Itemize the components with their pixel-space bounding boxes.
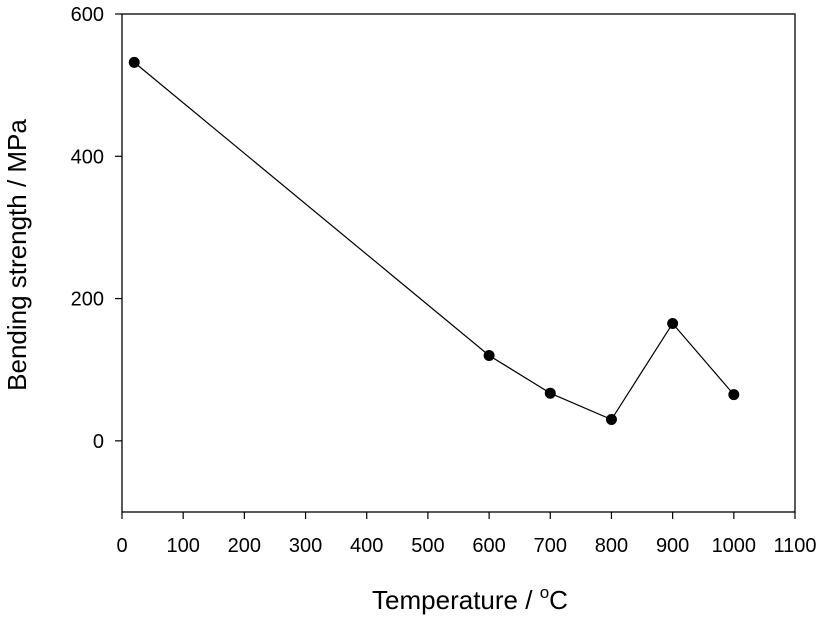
series-line (133, 61, 735, 421)
x-tick-label: 700 (534, 535, 567, 557)
x-tick-label: 600 (472, 535, 505, 557)
data-point (544, 387, 556, 399)
x-tick-label: 800 (595, 535, 628, 557)
series-line (133, 61, 735, 421)
tick-labels: 0 100 200 300 400 500 600 700 800 900 1000 1100 0 200… (71, 4, 817, 557)
data-point (483, 349, 495, 361)
x-tick-label: 1000 (712, 535, 757, 557)
y-tick-label: 200 (71, 289, 104, 311)
data-point (605, 414, 617, 426)
y-tick-label: 0 (93, 431, 104, 453)
x-tick-label: 100 (166, 535, 199, 557)
x-axis-title-text: Temperature / (372, 585, 540, 615)
x-axis-unit: C (549, 585, 568, 615)
x-tick-label: 300 (289, 535, 322, 557)
x-tick-label: 1100 (773, 535, 816, 557)
y-tick-label: 400 (71, 146, 104, 168)
x-tick-label: 200 (228, 535, 261, 557)
data-point (728, 389, 740, 401)
x-tick-label: 500 (411, 535, 444, 557)
ticks (115, 13, 796, 519)
x-tick-label: 400 (350, 535, 383, 557)
y-tick-label: 600 (71, 4, 104, 26)
degree-superscript: o (540, 583, 549, 602)
data-point (667, 317, 679, 329)
plot-frame (121, 13, 796, 513)
x-tick-label: 900 (656, 535, 689, 557)
data-points (128, 56, 740, 426)
x-tick-label: 0 (116, 535, 127, 557)
data-point (128, 56, 140, 68)
x-axis-title: Temperature / oC (372, 583, 568, 615)
y-axis-title: Bending strength / MPa (2, 119, 32, 391)
